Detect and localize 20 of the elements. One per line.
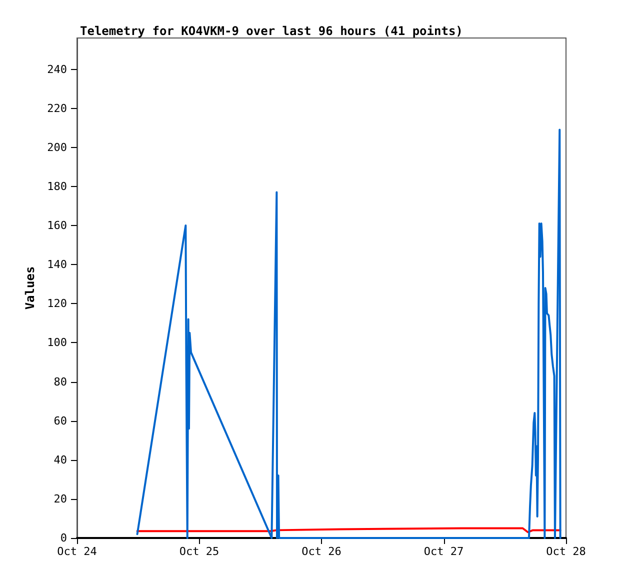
y-tick-label: 0 — [60, 532, 67, 544]
y-tick-label: 20 — [54, 492, 67, 506]
x-tick-label: Oct 25 — [179, 545, 220, 558]
y-tick-label: 240 — [47, 62, 67, 76]
x-tick-label: Oct 26 — [302, 545, 342, 558]
y-axis-title: Values — [23, 266, 38, 310]
x-tick-label: Oct 28 — [546, 545, 586, 558]
y-tick-label: 140 — [47, 258, 67, 272]
y-tick-label: 60 — [54, 414, 67, 428]
y-tick-label: 220 — [47, 102, 67, 115]
x-tick-label: Oct 27 — [424, 545, 464, 558]
y-tick-label: 180 — [47, 180, 67, 193]
y-tick-label: 200 — [47, 140, 67, 154]
y-tick-label: 100 — [47, 336, 67, 350]
chart-title: Telemetry for KO4VKM-9 over last 96 hours (41 points) — [80, 24, 463, 38]
x-tick-label: Oct 24 — [57, 545, 98, 558]
y-tick-label: 120 — [47, 297, 67, 310]
y-tick-label: 80 — [54, 375, 67, 388]
y-tick-label: 40 — [54, 453, 67, 466]
y-tick-label: 160 — [47, 219, 67, 232]
